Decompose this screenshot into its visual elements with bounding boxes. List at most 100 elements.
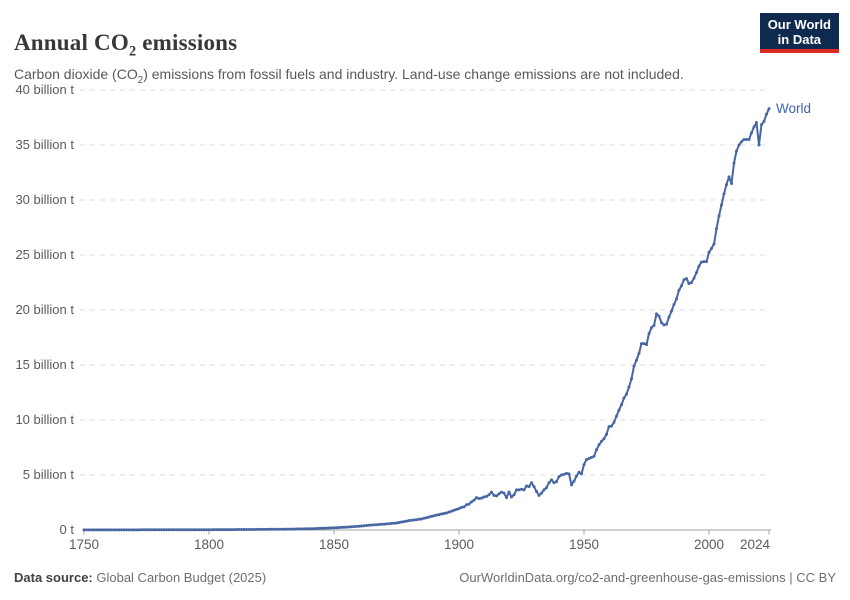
data-point[interactable] (152, 528, 156, 532)
data-point[interactable] (675, 297, 678, 301)
data-point[interactable] (697, 264, 701, 268)
data-point[interactable] (537, 493, 541, 497)
data-point[interactable] (110, 528, 113, 532)
data-point[interactable] (155, 528, 158, 532)
data-point[interactable] (195, 528, 198, 532)
data-point[interactable] (115, 528, 118, 532)
data-point[interactable] (117, 528, 121, 532)
data-point[interactable] (477, 497, 481, 501)
data-point[interactable] (270, 527, 273, 531)
data-point[interactable] (247, 528, 251, 531)
data-point[interactable] (597, 443, 601, 447)
data-point[interactable] (622, 396, 626, 400)
data-point[interactable] (637, 351, 641, 355)
data-point[interactable] (335, 526, 338, 530)
data-point[interactable] (405, 519, 408, 523)
data-point[interactable] (145, 528, 148, 532)
data-point[interactable] (607, 425, 611, 429)
data-point[interactable] (212, 528, 216, 532)
data-point[interactable] (710, 246, 713, 250)
data-point[interactable] (312, 527, 316, 531)
data-point[interactable] (342, 525, 346, 529)
data-point[interactable] (450, 509, 453, 513)
data-point[interactable] (260, 527, 263, 531)
data-point[interactable] (142, 528, 146, 532)
data-point[interactable] (550, 478, 553, 482)
data-point[interactable] (315, 527, 318, 530)
data-point[interactable] (320, 526, 323, 530)
data-point[interactable] (107, 528, 111, 532)
data-point[interactable] (535, 490, 538, 493)
data-point[interactable] (350, 525, 353, 529)
data-point[interactable] (472, 498, 476, 502)
data-point[interactable] (595, 448, 598, 452)
data-point[interactable] (502, 491, 506, 495)
data-point[interactable] (500, 490, 503, 494)
data-point[interactable] (347, 525, 351, 529)
data-point[interactable] (397, 521, 401, 524)
data-point[interactable] (547, 481, 551, 485)
data-point[interactable] (230, 528, 233, 532)
data-point[interactable] (245, 528, 248, 531)
data-point[interactable] (470, 500, 473, 504)
data-point[interactable] (297, 527, 301, 531)
data-point[interactable] (202, 528, 206, 532)
data-point[interactable] (287, 527, 291, 531)
data-point[interactable] (740, 140, 743, 144)
data-point[interactable] (530, 481, 533, 485)
data-point[interactable] (560, 473, 563, 477)
data-point[interactable] (437, 513, 441, 517)
data-point[interactable] (122, 528, 126, 532)
data-point[interactable] (430, 514, 433, 518)
data-point[interactable] (97, 528, 101, 532)
data-point[interactable] (135, 528, 138, 532)
data-point[interactable] (685, 277, 688, 281)
data-point[interactable] (495, 494, 498, 498)
data-point[interactable] (82, 528, 86, 532)
data-point[interactable] (445, 511, 448, 515)
data-point[interactable] (612, 420, 616, 424)
data-point[interactable] (747, 138, 751, 141)
data-point[interactable] (425, 516, 428, 520)
data-point[interactable] (372, 523, 376, 527)
data-point[interactable] (517, 488, 521, 492)
data-point[interactable] (255, 527, 258, 531)
data-point[interactable] (100, 528, 103, 532)
data-point[interactable] (715, 227, 718, 231)
data-point[interactable] (717, 214, 721, 218)
data-point[interactable] (267, 527, 271, 531)
data-point[interactable] (440, 512, 443, 516)
data-point[interactable] (567, 472, 571, 476)
data-point[interactable] (737, 143, 741, 147)
owid-logo[interactable]: Our World in Data (759, 13, 839, 53)
data-point[interactable] (625, 392, 628, 396)
data-point[interactable] (125, 528, 128, 532)
data-point[interactable] (185, 528, 188, 532)
data-point[interactable] (250, 528, 253, 531)
data-point[interactable] (360, 524, 363, 528)
data-point[interactable] (565, 471, 568, 475)
data-point[interactable] (655, 312, 658, 316)
data-point[interactable] (475, 496, 478, 500)
data-point[interactable] (130, 528, 133, 532)
data-point[interactable] (395, 521, 398, 525)
data-point[interactable] (415, 518, 418, 522)
data-point[interactable] (410, 518, 413, 522)
data-point[interactable] (390, 521, 393, 525)
data-point[interactable] (370, 523, 373, 527)
data-point[interactable] (510, 495, 513, 499)
data-point[interactable] (200, 528, 203, 532)
data-point[interactable] (755, 121, 758, 124)
data-point[interactable] (615, 414, 618, 418)
data-point[interactable] (745, 138, 748, 141)
data-point[interactable] (240, 528, 243, 531)
data-point[interactable] (705, 260, 708, 264)
data-point[interactable] (722, 192, 726, 196)
data-point[interactable] (317, 526, 321, 530)
data-point[interactable] (672, 303, 676, 306)
data-point[interactable] (305, 527, 308, 531)
data-point[interactable] (387, 522, 391, 526)
data-point[interactable] (90, 528, 93, 532)
data-point[interactable] (630, 377, 633, 381)
data-point[interactable] (512, 493, 516, 497)
